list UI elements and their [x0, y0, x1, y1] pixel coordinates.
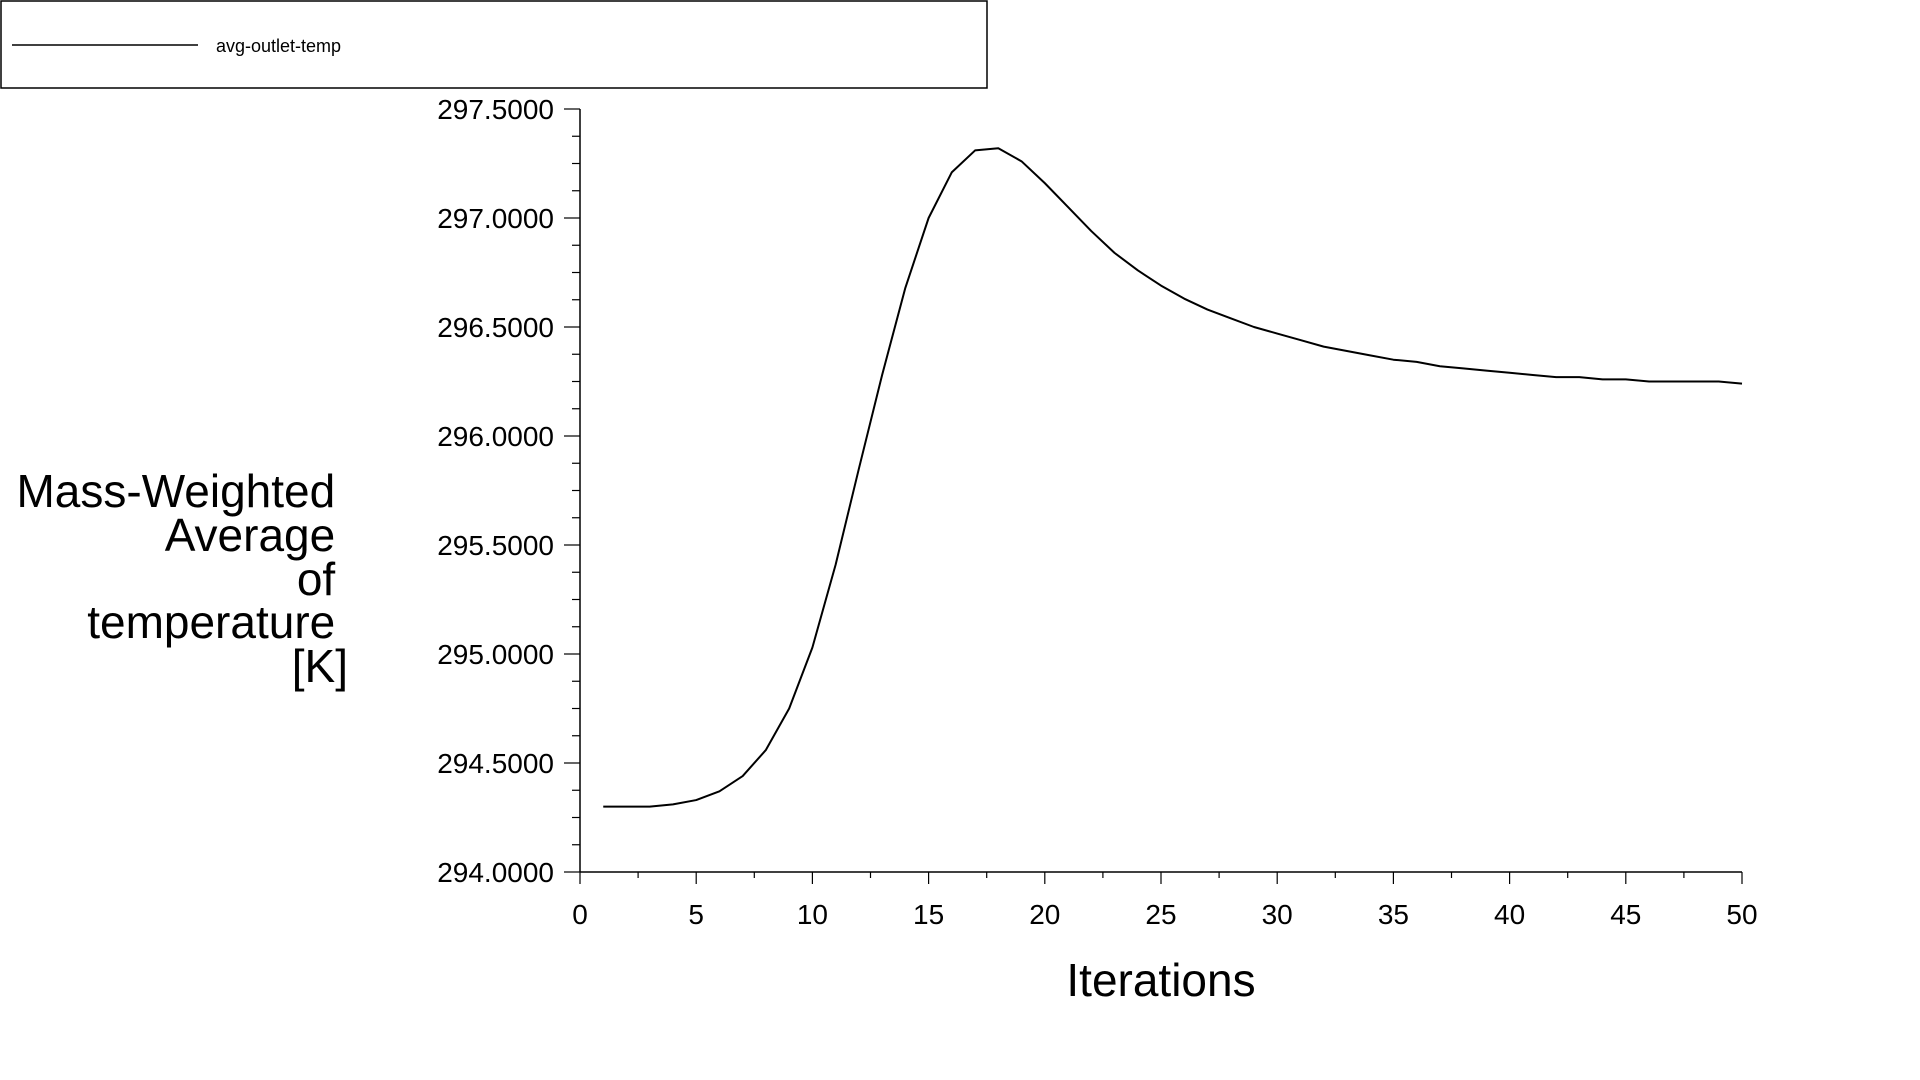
y-tick-label: 296.0000	[437, 421, 554, 452]
legend: avg-outlet-temp	[0, 0, 988, 89]
x-tick-label: 0	[572, 899, 588, 930]
y-axis-title-line: [K]	[292, 640, 348, 692]
y-ticks: 294.0000 294.5000 295.0000 295.5000 296.0000…	[437, 94, 580, 888]
x-axis-title: Iterations	[1066, 954, 1255, 1006]
y-tick-label: 297.0000	[437, 203, 554, 234]
y-tick-label: 294.5000	[437, 748, 554, 779]
y-tick-label: 295.5000	[437, 530, 554, 561]
legend-label: avg-outlet-temp	[216, 36, 341, 56]
series-line	[603, 147, 1743, 808]
x-tick-label: 45	[1610, 899, 1641, 930]
x-tick-label: 30	[1262, 899, 1293, 930]
x-tick-label: 15	[913, 899, 944, 930]
y-axis-title: Mass-Weighted Average of temperature [K]	[16, 465, 348, 692]
y-axis-title-line: Average	[165, 509, 336, 561]
x-tick-label: 25	[1145, 899, 1176, 930]
y-axis-title-line: Mass-Weighted	[16, 465, 335, 517]
series-group	[603, 147, 1743, 808]
y-axis-title-line: of	[297, 553, 336, 605]
y-axis-title-line: temperature	[87, 596, 335, 648]
x-tick-label: 40	[1494, 899, 1525, 930]
y-tick-label: 297.5000	[437, 94, 554, 125]
x-tick-label: 10	[797, 899, 828, 930]
y-tick-label: 295.0000	[437, 639, 554, 670]
x-tick-label: 5	[688, 899, 704, 930]
x-ticks: 0 5 10 15 20 25 30 35 40 45 50	[572, 872, 1758, 930]
x-tick-label: 35	[1378, 899, 1409, 930]
y-tick-label: 296.5000	[437, 312, 554, 343]
x-tick-label: 20	[1029, 899, 1060, 930]
y-tick-label: 294.0000	[437, 857, 554, 888]
x-tick-label: 50	[1726, 899, 1757, 930]
